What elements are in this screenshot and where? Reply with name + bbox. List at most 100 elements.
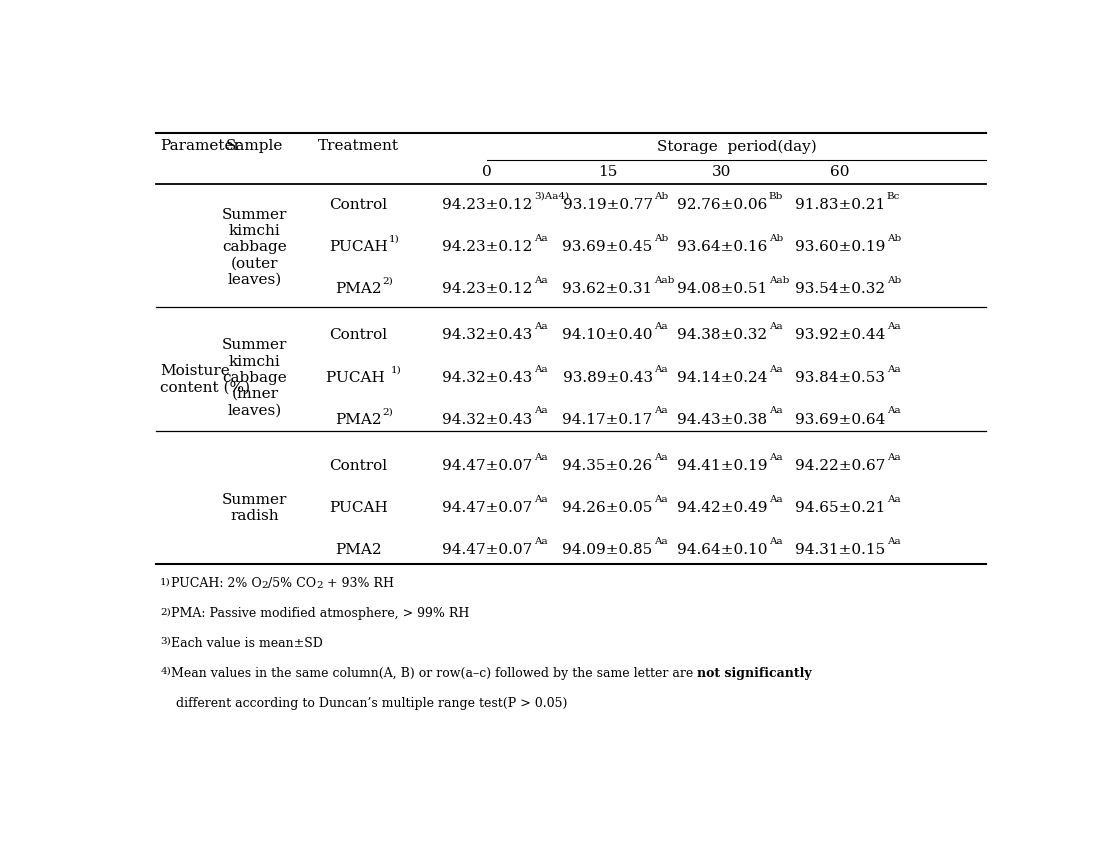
- Text: Mean values in the same column(A, B) or row(a–c) followed by the same letter are: Mean values in the same column(A, B) or …: [171, 666, 697, 680]
- Text: Each value is mean±SD: Each value is mean±SD: [171, 637, 323, 650]
- Text: 94.23±0.12: 94.23±0.12: [442, 282, 533, 296]
- Text: 4): 4): [160, 666, 171, 676]
- Text: 91.83±0.21: 91.83±0.21: [795, 198, 885, 212]
- Text: Aa: Aa: [769, 495, 783, 505]
- Text: Aa: Aa: [534, 453, 547, 461]
- Text: PMA2: PMA2: [335, 543, 382, 557]
- Text: Control: Control: [329, 328, 387, 343]
- Text: Aa: Aa: [769, 322, 783, 331]
- Text: Aab: Aab: [655, 276, 675, 285]
- Text: Aa: Aa: [534, 495, 547, 505]
- Text: Aa: Aa: [655, 495, 668, 505]
- Text: 2: 2: [262, 581, 269, 591]
- Text: Aa: Aa: [534, 406, 547, 416]
- Text: 93.92±0.44: 93.92±0.44: [795, 328, 885, 343]
- Text: Aa: Aa: [769, 453, 783, 461]
- Text: 93.64±0.16: 93.64±0.16: [677, 240, 767, 254]
- Text: 2): 2): [382, 407, 393, 416]
- Text: 94.35±0.26: 94.35±0.26: [563, 459, 653, 473]
- Text: Aa: Aa: [769, 537, 783, 546]
- Text: Aa: Aa: [534, 276, 547, 285]
- Text: Summer
radish: Summer radish: [222, 493, 287, 523]
- Text: 1): 1): [160, 578, 171, 586]
- Text: Summer
kimchi
cabbage
(outer
leaves): Summer kimchi cabbage (outer leaves): [222, 208, 287, 287]
- Text: Ab: Ab: [655, 192, 668, 201]
- Text: Summer
kimchi
cabbage
(inner
leaves): Summer kimchi cabbage (inner leaves): [222, 338, 287, 418]
- Text: 94.38±0.32: 94.38±0.32: [677, 328, 767, 343]
- Text: Storage  period(day): Storage period(day): [657, 139, 817, 153]
- Text: PMA2: PMA2: [335, 282, 382, 296]
- Text: Bc: Bc: [887, 192, 900, 201]
- Text: 0: 0: [482, 165, 492, 179]
- Text: 94.32±0.43: 94.32±0.43: [442, 328, 533, 343]
- Text: Moisture
content (%): Moisture content (%): [160, 364, 251, 394]
- Text: 92.76±0.06: 92.76±0.06: [677, 198, 767, 212]
- Text: Sample: Sample: [226, 139, 283, 153]
- Text: 1): 1): [388, 235, 400, 244]
- Text: PUCAH: PUCAH: [326, 371, 390, 385]
- Text: 1): 1): [391, 365, 402, 375]
- Text: 2): 2): [160, 607, 171, 616]
- Text: 94.42±0.49: 94.42±0.49: [677, 501, 767, 516]
- Text: 93.54±0.32: 93.54±0.32: [795, 282, 885, 296]
- Text: 30: 30: [713, 165, 731, 179]
- Text: Control: Control: [329, 459, 387, 473]
- Text: PUCAH: PUCAH: [329, 240, 387, 254]
- Text: 94.41±0.19: 94.41±0.19: [677, 459, 767, 473]
- Text: + 93% RH: + 93% RH: [323, 578, 394, 591]
- Text: 2: 2: [316, 581, 323, 591]
- Text: 94.10±0.40: 94.10±0.40: [563, 328, 653, 343]
- Text: Aa: Aa: [534, 365, 547, 374]
- Text: PMA: Passive modified atmosphere, > 99% RH: PMA: Passive modified atmosphere, > 99% …: [171, 607, 470, 620]
- Text: Parameter: Parameter: [160, 139, 241, 153]
- Text: 94.08±0.51: 94.08±0.51: [677, 282, 767, 296]
- Text: 94.43±0.38: 94.43±0.38: [677, 412, 767, 426]
- Text: 94.47±0.07: 94.47±0.07: [442, 501, 533, 516]
- Text: Aa: Aa: [887, 453, 900, 461]
- Text: 60: 60: [830, 165, 849, 179]
- Text: 94.23±0.12: 94.23±0.12: [442, 198, 533, 212]
- Text: PUCAH: PUCAH: [329, 501, 387, 516]
- Text: Aab: Aab: [769, 276, 789, 285]
- Text: 94.47±0.07: 94.47±0.07: [442, 543, 533, 557]
- Text: Aa: Aa: [887, 537, 900, 546]
- Text: not significantly: not significantly: [697, 666, 811, 680]
- Text: Aa: Aa: [655, 365, 668, 374]
- Text: 94.47±0.07: 94.47±0.07: [442, 459, 533, 473]
- Text: 94.26±0.05: 94.26±0.05: [563, 501, 653, 516]
- Text: Aa: Aa: [655, 322, 668, 331]
- Text: 3): 3): [160, 637, 171, 646]
- Text: PMA2: PMA2: [335, 412, 382, 426]
- Text: 93.89±0.43: 93.89±0.43: [563, 371, 653, 385]
- Text: Aa: Aa: [887, 365, 900, 374]
- Text: Aa: Aa: [534, 322, 547, 331]
- Text: 94.23±0.12: 94.23±0.12: [442, 240, 533, 254]
- Text: Ab: Ab: [887, 276, 901, 285]
- Text: Control: Control: [329, 198, 387, 212]
- Text: Aa: Aa: [769, 406, 783, 416]
- Text: Aa: Aa: [887, 495, 900, 505]
- Text: 15: 15: [598, 165, 617, 179]
- Text: /5% CO: /5% CO: [269, 578, 316, 591]
- Text: 93.19±0.77: 93.19±0.77: [563, 198, 653, 212]
- Text: Aa: Aa: [769, 365, 783, 374]
- Text: 94.22±0.67: 94.22±0.67: [795, 459, 885, 473]
- Text: Bb: Bb: [769, 192, 784, 201]
- Text: Aa: Aa: [534, 537, 547, 546]
- Text: Ab: Ab: [655, 234, 668, 243]
- Text: 94.14±0.24: 94.14±0.24: [677, 371, 767, 385]
- Text: 93.69±0.45: 93.69±0.45: [563, 240, 653, 254]
- Text: 3)Aa4): 3)Aa4): [534, 192, 569, 201]
- Text: 94.32±0.43: 94.32±0.43: [442, 371, 533, 385]
- Text: Aa: Aa: [887, 322, 900, 331]
- Text: 94.31±0.15: 94.31±0.15: [795, 543, 885, 557]
- Text: PUCAH: 2% O: PUCAH: 2% O: [171, 578, 262, 591]
- Text: Aa: Aa: [655, 453, 668, 461]
- Text: 93.60±0.19: 93.60±0.19: [795, 240, 885, 254]
- Text: 93.84±0.53: 93.84±0.53: [795, 371, 885, 385]
- Text: Aa: Aa: [655, 406, 668, 416]
- Text: 94.09±0.85: 94.09±0.85: [563, 543, 653, 557]
- Text: Aa: Aa: [887, 406, 900, 416]
- Text: different according to Duncan’s multiple range test(P > 0.05): different according to Duncan’s multiple…: [175, 697, 567, 709]
- Text: Aa: Aa: [655, 537, 668, 546]
